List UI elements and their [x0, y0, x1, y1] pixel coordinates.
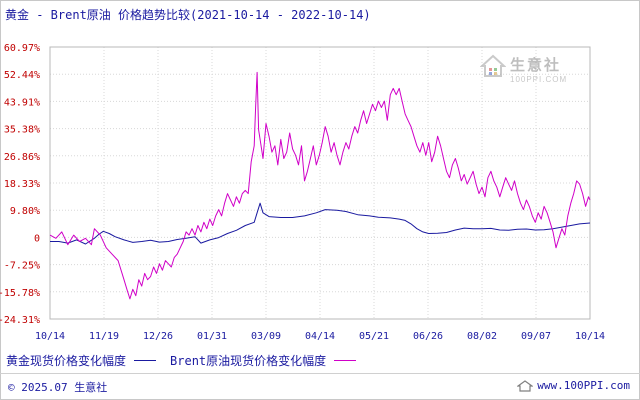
y-tick-label: 35.38% [4, 125, 40, 136]
series-line-gold [50, 202, 591, 245]
legend-swatch-gold [134, 360, 157, 361]
watermark-name: 生意社 [510, 57, 562, 74]
x-tick-label: 05/21 [359, 331, 389, 342]
y-tick-label: 18.33% [4, 179, 40, 190]
site-logo-icon [517, 379, 534, 392]
chart-legend: 黄金现货价格变化幅度 Brent原油现货价格变化幅度 [6, 352, 370, 369]
x-tick-label: 01/31 [197, 331, 227, 342]
series-line-brent [49, 71, 591, 300]
chart-grid [49, 46, 591, 320]
watermark-house-icon [480, 54, 506, 77]
y-tick-label: -15.78% [0, 288, 40, 299]
footer-divider [0, 373, 640, 374]
y-tick-label: -7.25% [4, 261, 40, 272]
footer-site: www.100PPI.com [517, 379, 630, 392]
y-tick-label: 60.97% [4, 43, 40, 54]
x-tick-label: 06/26 [413, 331, 443, 342]
y-tick-label: 0 [34, 233, 40, 244]
x-axis-ticks: 10/14 11/19 12/26 01/31 03/09 04/14 05/21 06/26… [35, 331, 605, 342]
plot-area-border [49, 46, 591, 320]
legend-label-gold: 黄金现货价格变化幅度 [6, 354, 127, 368]
footer-copyright: © 2025.07 生意社 [8, 381, 108, 394]
y-tick-label: 52.44% [4, 70, 40, 81]
y-tick-label: 9.80% [10, 206, 40, 217]
x-tick-label: 10/14 [575, 331, 605, 342]
legend-label-brent: Brent原油现货价格变化幅度 [170, 354, 327, 368]
x-tick-label: 04/14 [305, 331, 335, 342]
watermark-url: 100PPI.COM [510, 75, 568, 84]
y-tick-label: -24.31% [0, 315, 40, 326]
x-tick-label: 03/09 [251, 331, 281, 342]
chart-series [49, 71, 591, 300]
footer-url[interactable]: www.100PPI.com [537, 379, 630, 392]
x-tick-label: 10/14 [35, 331, 65, 342]
x-tick-label: 09/07 [521, 331, 551, 342]
y-tick-label: 26.86% [4, 152, 40, 163]
y-tick-label: 43.91% [4, 97, 40, 108]
legend-swatch-brent [334, 360, 357, 361]
x-tick-label: 11/19 [89, 331, 119, 342]
x-tick-label: 12/26 [143, 331, 173, 342]
chart-title: 黄金 - Brent原油 价格趋势比较(2021-10-14 - 2022-10… [5, 8, 371, 22]
y-axis-ticks: 60.97% 52.44% 43.91% 35.38% 26.86% 18.33% 9.80… [0, 43, 40, 326]
watermark: 生意社 100PPI.COM [480, 54, 567, 84]
x-tick-label: 08/02 [467, 331, 497, 342]
